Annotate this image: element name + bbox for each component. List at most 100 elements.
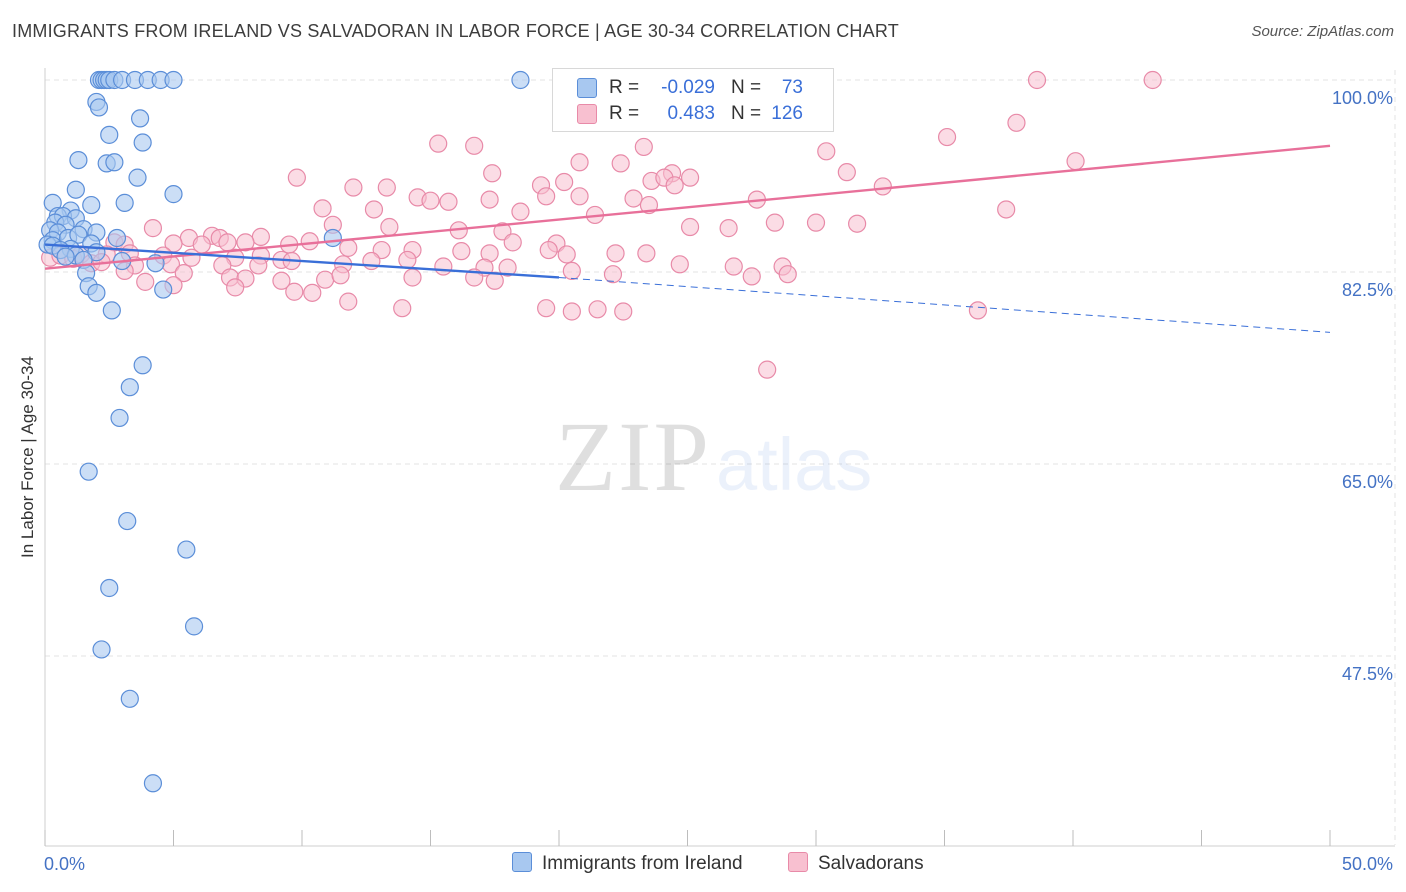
ireland-point bbox=[184, 617, 204, 636]
ireland-point bbox=[87, 283, 106, 302]
ireland-point bbox=[511, 70, 530, 90]
legend-n-value-salvadorans: 126 bbox=[771, 103, 803, 124]
salvadorans-point bbox=[136, 272, 155, 291]
salvadorans-point bbox=[680, 168, 700, 187]
salvadorans-point bbox=[182, 248, 201, 267]
salvadorans-point bbox=[1143, 70, 1162, 90]
salvadorans-point bbox=[562, 302, 581, 321]
salvadorans-point bbox=[624, 189, 643, 208]
salvadorans-point bbox=[588, 300, 607, 319]
ireland-point bbox=[89, 98, 109, 117]
watermark: ZIP atlas bbox=[555, 401, 872, 512]
grid-lines bbox=[45, 70, 1396, 845]
salvadorans-point bbox=[339, 238, 358, 257]
bottom-legend-ireland: Immigrants from Ireland bbox=[512, 852, 743, 875]
ireland-point bbox=[323, 228, 342, 248]
salvadorans-point bbox=[537, 299, 556, 318]
salvadorans-point bbox=[249, 256, 268, 275]
ireland-point bbox=[118, 511, 137, 531]
ireland-point bbox=[105, 153, 124, 172]
salvadorans-point bbox=[680, 217, 700, 237]
salvadorans-point bbox=[758, 360, 777, 379]
legend-swatch-ireland bbox=[577, 78, 597, 98]
salvadorans-point bbox=[606, 244, 625, 263]
x-tick-label: 50.0% bbox=[1342, 854, 1393, 874]
ireland-point bbox=[110, 408, 129, 428]
salvadorans-point bbox=[465, 136, 484, 155]
ireland-point bbox=[133, 356, 152, 375]
ireland-point bbox=[120, 689, 139, 708]
salvadorans-point bbox=[285, 282, 304, 301]
salvadorans-point bbox=[665, 176, 684, 195]
salvadorans-point bbox=[236, 233, 255, 252]
legend-n-key: N = bbox=[731, 77, 762, 98]
y-tick-label: 65.0% bbox=[1342, 472, 1393, 492]
correlation-legend: R = -0.029 N = 73 R = 0.483 N = 126 bbox=[552, 68, 834, 132]
salvadorans-point bbox=[634, 137, 653, 157]
salvadorans-point bbox=[398, 250, 417, 270]
salvadorans-point bbox=[303, 283, 322, 302]
salvadorans-point bbox=[339, 292, 358, 311]
salvadorans-point bbox=[331, 266, 350, 285]
bottom-legend-label-salvadorans: Salvadorans bbox=[818, 853, 924, 874]
salvadorans-point bbox=[287, 168, 306, 187]
ireland-point bbox=[128, 168, 147, 187]
bottom-legend-swatch-ireland bbox=[512, 852, 532, 872]
salvadorans-point bbox=[555, 172, 574, 192]
salvadorans-point bbox=[570, 153, 589, 172]
watermark-zip: ZIP bbox=[555, 401, 711, 512]
salvadorans-point bbox=[614, 302, 633, 321]
ireland-point bbox=[66, 180, 85, 199]
salvadorans-point bbox=[429, 134, 448, 153]
salvadorans-point bbox=[498, 258, 517, 277]
ireland-point bbox=[143, 774, 163, 793]
ireland-point bbox=[120, 378, 139, 397]
salvadorans-point bbox=[670, 255, 689, 274]
salvadorans-point bbox=[174, 263, 193, 283]
y-tick-labels: 47.5% 65.0% 82.5% 100.0% bbox=[1332, 88, 1393, 684]
salvadorans-point bbox=[837, 163, 856, 182]
salvadorans-point bbox=[143, 219, 163, 238]
salvadorans-point bbox=[562, 261, 581, 281]
salvadorans-point bbox=[968, 301, 988, 320]
salvadorans-trend-line bbox=[44, 144, 1331, 270]
salvadorans-point bbox=[483, 164, 502, 183]
legend-r-key: R = bbox=[609, 77, 640, 98]
salvadorans-point bbox=[873, 177, 892, 196]
salvadorans-point bbox=[480, 190, 499, 209]
ireland-point bbox=[100, 125, 119, 144]
ireland-point bbox=[82, 195, 101, 215]
ireland-point bbox=[164, 185, 183, 204]
salvadorans-point bbox=[300, 232, 319, 251]
ireland-point bbox=[115, 193, 134, 212]
salvadorans-point bbox=[719, 219, 738, 238]
salvadorans-point bbox=[742, 267, 761, 286]
watermark-atlas: atlas bbox=[716, 423, 872, 506]
axes bbox=[44, 68, 1395, 847]
trend-lines bbox=[44, 144, 1331, 333]
legend-swatch-salvadorans bbox=[577, 104, 597, 124]
ireland-point bbox=[133, 133, 152, 152]
ireland-point bbox=[177, 540, 196, 559]
ireland-trend-extension bbox=[558, 276, 1331, 333]
salvadorans-point bbox=[226, 278, 245, 297]
salvadorans-point bbox=[537, 187, 556, 206]
salvadorans-point bbox=[421, 191, 440, 210]
salvadorans-point bbox=[557, 245, 576, 264]
chart-title: IMMIGRANTS FROM IRELAND VS SALVADORAN IN… bbox=[12, 21, 899, 41]
salvadorans-point bbox=[364, 200, 384, 219]
y-tick-label: 47.5% bbox=[1342, 664, 1393, 684]
x-tick-labels: 0.0% 50.0% bbox=[44, 854, 1393, 874]
ireland-point bbox=[154, 280, 173, 299]
salvadorans-point bbox=[724, 257, 743, 276]
legend-row-ireland: R = -0.029 N = 73 bbox=[553, 75, 833, 101]
salvadorans-point bbox=[806, 213, 826, 232]
legend-r-value-ireland: -0.029 bbox=[661, 77, 715, 98]
salvadorans-point bbox=[434, 257, 453, 276]
salvadorans-point bbox=[1027, 70, 1047, 90]
salvadorans-point bbox=[848, 214, 867, 233]
salvadorans-point bbox=[765, 213, 784, 232]
ireland-point bbox=[164, 70, 183, 90]
salvadorans-point bbox=[539, 240, 558, 260]
